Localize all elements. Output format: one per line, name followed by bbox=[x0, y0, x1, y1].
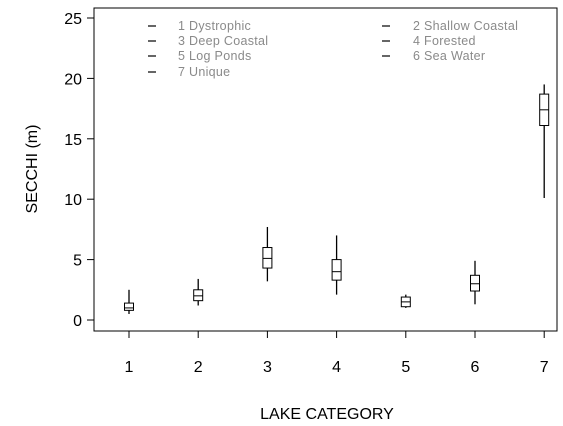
x-tick-label: 2 bbox=[194, 359, 203, 376]
y-tick-label: 5 bbox=[73, 253, 82, 270]
box-category-1 bbox=[124, 289, 134, 314]
x-tick-label: 3 bbox=[263, 359, 272, 376]
box-category-2 bbox=[193, 278, 204, 306]
box-iqr bbox=[470, 274, 480, 292]
legend-item: 4 Forested bbox=[382, 34, 476, 48]
box-category-3 bbox=[262, 226, 273, 282]
box-iqr bbox=[262, 247, 273, 269]
legend-item: 3 Deep Coastal bbox=[148, 34, 268, 48]
x-tick-label: 1 bbox=[125, 359, 134, 376]
box-iqr bbox=[124, 302, 134, 311]
y-tick-label: 20 bbox=[64, 71, 82, 88]
legend-label: 7 Unique bbox=[178, 65, 230, 79]
y-axis: 0 5 10 15 20 25 bbox=[64, 11, 94, 330]
box-category-6 bbox=[470, 260, 480, 305]
legend-item: 7 Unique bbox=[148, 65, 230, 79]
legend-label: 3 Deep Coastal bbox=[178, 34, 268, 48]
box-category-5 bbox=[400, 294, 411, 308]
y-tick-label: 15 bbox=[64, 132, 82, 149]
plot-frame bbox=[93, 7, 558, 332]
y-tick-label: 10 bbox=[64, 192, 82, 209]
x-tick-label: 6 bbox=[471, 359, 480, 376]
legend-item: 5 Log Ponds bbox=[148, 49, 252, 63]
legend-item: 6 Sea Water bbox=[382, 49, 485, 63]
legend: 1 Dystrophic 2 Shallow Coastal 3 Deep Coas… bbox=[148, 19, 518, 79]
box-iqr bbox=[331, 259, 342, 281]
legend-label: 5 Log Ponds bbox=[178, 49, 252, 63]
box-iqr bbox=[193, 289, 204, 302]
legend-item: 2 Shallow Coastal bbox=[382, 19, 518, 33]
x-tick-label: 7 bbox=[540, 359, 549, 376]
x-axis-label: LAKE CATEGORY bbox=[260, 406, 394, 423]
x-tick-label: 4 bbox=[332, 359, 341, 376]
y-axis-label: SECCHI (m) bbox=[24, 125, 41, 214]
x-tick-label: 5 bbox=[401, 359, 410, 376]
legend-label: 4 Forested bbox=[413, 34, 476, 48]
box-category-4 bbox=[331, 235, 342, 295]
y-tick-label: 25 bbox=[64, 11, 82, 28]
legend-label: 2 Shallow Coastal bbox=[413, 19, 518, 33]
box-series bbox=[124, 84, 550, 314]
x-axis: 1 2 3 4 5 6 7 bbox=[125, 331, 549, 376]
box-category-7 bbox=[539, 84, 550, 198]
legend-item: 1 Dystrophic bbox=[148, 19, 251, 33]
y-tick-label: 0 bbox=[73, 313, 82, 330]
legend-label: 6 Sea Water bbox=[413, 49, 485, 63]
legend-label: 1 Dystrophic bbox=[178, 19, 251, 33]
